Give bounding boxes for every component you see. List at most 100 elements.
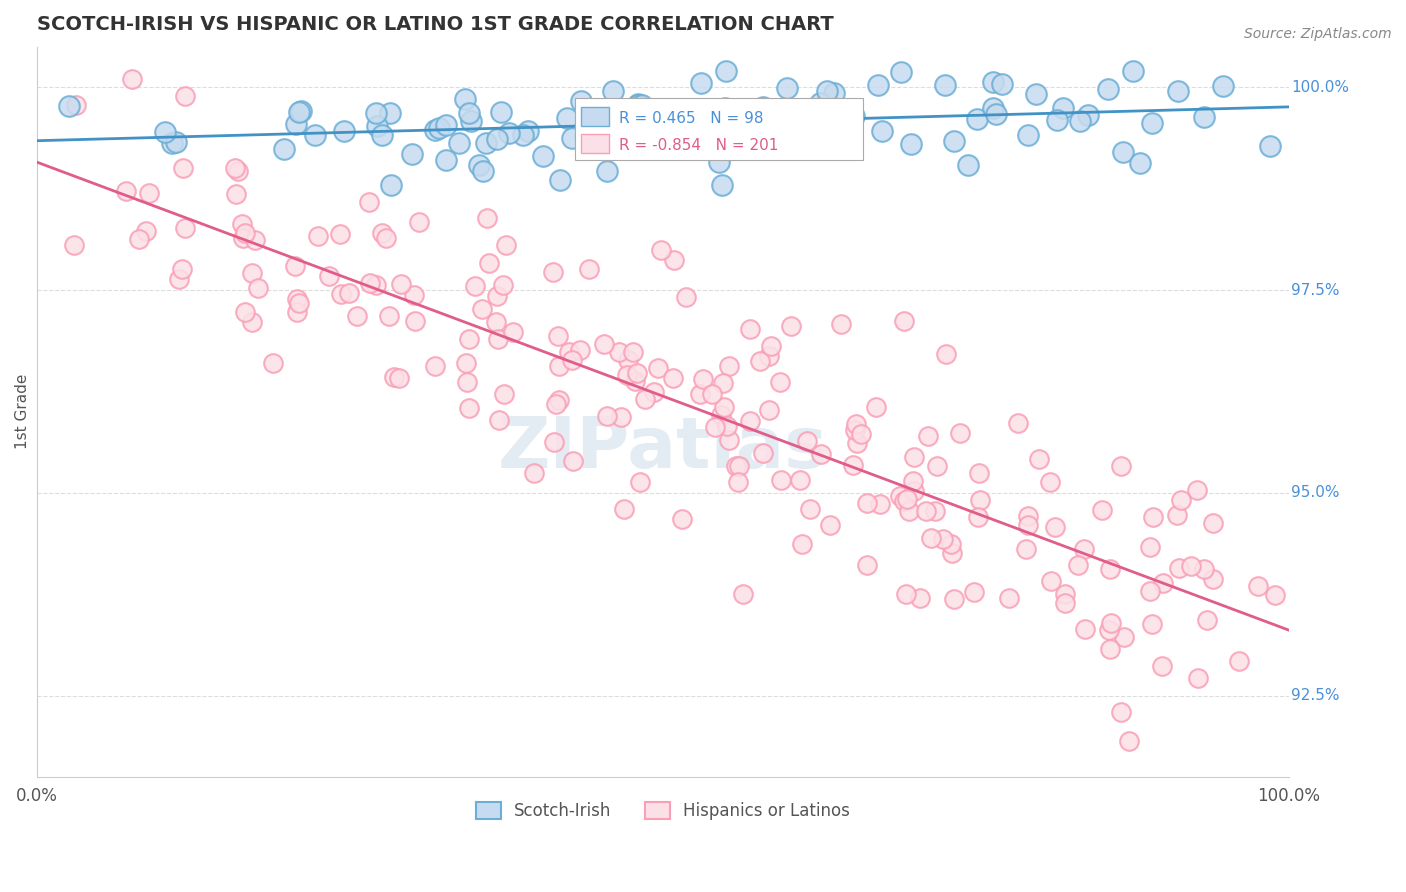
Point — [1118, 734, 1140, 748]
Point — [776, 81, 799, 95]
Point — [366, 106, 388, 120]
Point — [247, 281, 270, 295]
Point — [1017, 128, 1039, 143]
Point — [956, 157, 979, 171]
Point — [900, 136, 922, 151]
Point — [423, 123, 446, 137]
Point — [287, 104, 309, 119]
Point — [981, 75, 1004, 89]
Point — [830, 317, 852, 331]
Point — [457, 332, 479, 346]
Point — [901, 474, 924, 488]
Point — [966, 112, 988, 126]
Point — [623, 374, 645, 388]
Point — [893, 494, 915, 508]
Point — [865, 400, 887, 414]
Point — [495, 238, 517, 252]
Point — [488, 413, 510, 427]
Point — [1090, 503, 1112, 517]
Text: ZIPatlas: ZIPatlas — [498, 414, 828, 483]
Point — [716, 419, 738, 434]
Point — [810, 447, 832, 461]
Point — [370, 226, 392, 240]
Point — [704, 120, 727, 135]
Point — [486, 132, 509, 146]
Point — [486, 332, 509, 346]
Point — [1112, 145, 1135, 159]
Point — [769, 375, 792, 389]
Point — [1258, 139, 1281, 153]
Point — [231, 230, 253, 244]
Point — [388, 370, 411, 384]
Point — [713, 400, 735, 414]
Point — [548, 393, 571, 408]
Point — [485, 315, 508, 329]
Point — [569, 343, 592, 358]
Point — [1202, 572, 1225, 586]
Point — [897, 503, 920, 517]
Point — [543, 434, 565, 449]
Point — [823, 127, 845, 141]
Point — [963, 585, 986, 599]
Point — [285, 304, 308, 318]
Point — [856, 496, 879, 510]
Point — [408, 215, 430, 229]
Point — [1150, 659, 1173, 673]
Point — [359, 276, 381, 290]
Point — [1195, 613, 1218, 627]
Point — [934, 78, 956, 92]
Point — [456, 375, 478, 389]
Point — [1097, 82, 1119, 96]
Point — [651, 116, 673, 130]
Point — [558, 344, 581, 359]
Point — [337, 286, 360, 301]
Point — [498, 126, 520, 140]
Point — [1109, 459, 1132, 474]
Point — [374, 231, 396, 245]
Point — [404, 313, 426, 327]
Point — [1069, 114, 1091, 128]
Point — [851, 427, 873, 442]
Point — [1166, 508, 1188, 523]
Point — [927, 458, 949, 473]
Point — [967, 466, 990, 480]
Point — [1140, 116, 1163, 130]
Point — [454, 92, 477, 106]
Point — [799, 502, 821, 516]
Point — [908, 591, 931, 605]
Point — [174, 89, 197, 103]
Point — [613, 502, 636, 516]
Point — [63, 238, 86, 252]
Point — [769, 473, 792, 487]
Point — [1139, 541, 1161, 555]
Point — [366, 119, 388, 133]
Point — [1007, 416, 1029, 430]
Point — [765, 129, 787, 144]
Point — [734, 136, 756, 150]
Point — [1046, 113, 1069, 128]
Point — [780, 318, 803, 333]
Point — [889, 489, 911, 503]
Point — [869, 497, 891, 511]
Point — [894, 586, 917, 600]
Point — [920, 531, 942, 545]
Point — [727, 459, 749, 474]
Point — [135, 223, 157, 237]
Point — [738, 414, 761, 428]
Point — [468, 158, 491, 172]
Point — [333, 124, 356, 138]
Point — [856, 558, 879, 572]
Point — [1073, 542, 1095, 557]
Point — [724, 458, 747, 473]
Point — [458, 106, 481, 120]
Point — [423, 359, 446, 373]
Point — [1053, 595, 1076, 609]
Point — [651, 113, 673, 128]
Point — [512, 128, 534, 142]
Point — [436, 118, 458, 132]
Point — [1139, 583, 1161, 598]
Point — [173, 221, 195, 235]
Point — [65, 98, 87, 112]
Point — [634, 392, 657, 406]
Point — [231, 217, 253, 231]
